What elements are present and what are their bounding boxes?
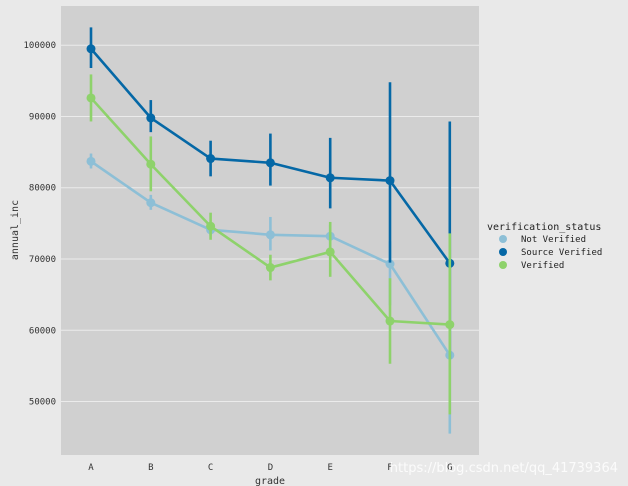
y-tick-label: 90000 <box>29 112 56 122</box>
data-point <box>265 230 275 240</box>
x-tick-label: C <box>208 463 213 473</box>
data-point <box>146 113 156 123</box>
data-point <box>206 154 216 164</box>
legend-label: Not Verified <box>521 235 586 245</box>
x-tick-label: A <box>88 463 94 473</box>
legend-label: Verified <box>521 261 564 271</box>
legend-items: Not Verified Source Verified Verified <box>499 235 602 271</box>
data-point <box>265 263 275 273</box>
data-point <box>385 176 395 186</box>
data-point <box>445 320 455 330</box>
legend-marker <box>499 261 507 269</box>
legend-marker <box>499 248 507 256</box>
x-tick-label: G <box>447 463 452 473</box>
data-point <box>146 198 156 208</box>
data-point <box>146 159 156 169</box>
data-point <box>385 316 395 326</box>
data-point <box>265 158 275 168</box>
series-verified <box>86 74 455 415</box>
y-tick-label: 50000 <box>29 398 56 408</box>
y-tick-label: 70000 <box>29 255 56 265</box>
data-point <box>325 173 335 183</box>
x-tick-label: E <box>327 463 332 473</box>
y-tick-label: 100000 <box>23 41 56 51</box>
legend-marker <box>499 235 507 243</box>
legend: verification_status Not Verified Source V… <box>487 222 602 271</box>
y-tick-label: 60000 <box>29 326 56 336</box>
data-point <box>86 156 96 166</box>
y-axis-ticks: 50000 60000 70000 80000 90000 100000 <box>23 41 56 407</box>
legend-title: verification_status <box>487 222 601 233</box>
series-group <box>86 27 455 434</box>
x-tick-label: D <box>268 463 273 473</box>
legend-label: Source Verified <box>521 248 602 258</box>
watermark-text: https://blog.csdn.net/qq_41739364 <box>390 461 618 476</box>
data-point <box>385 259 395 269</box>
x-tick-label: F <box>387 463 392 473</box>
y-tick-label: 80000 <box>29 184 56 194</box>
x-tick-label: B <box>148 463 153 473</box>
y-axis-label: annual_inc <box>10 200 21 260</box>
x-axis-ticks: A B C D E F G <box>88 463 452 473</box>
data-point <box>206 221 216 231</box>
data-point <box>86 44 96 54</box>
x-axis-label: grade <box>255 476 285 486</box>
data-point <box>86 93 96 103</box>
data-point <box>325 247 335 257</box>
